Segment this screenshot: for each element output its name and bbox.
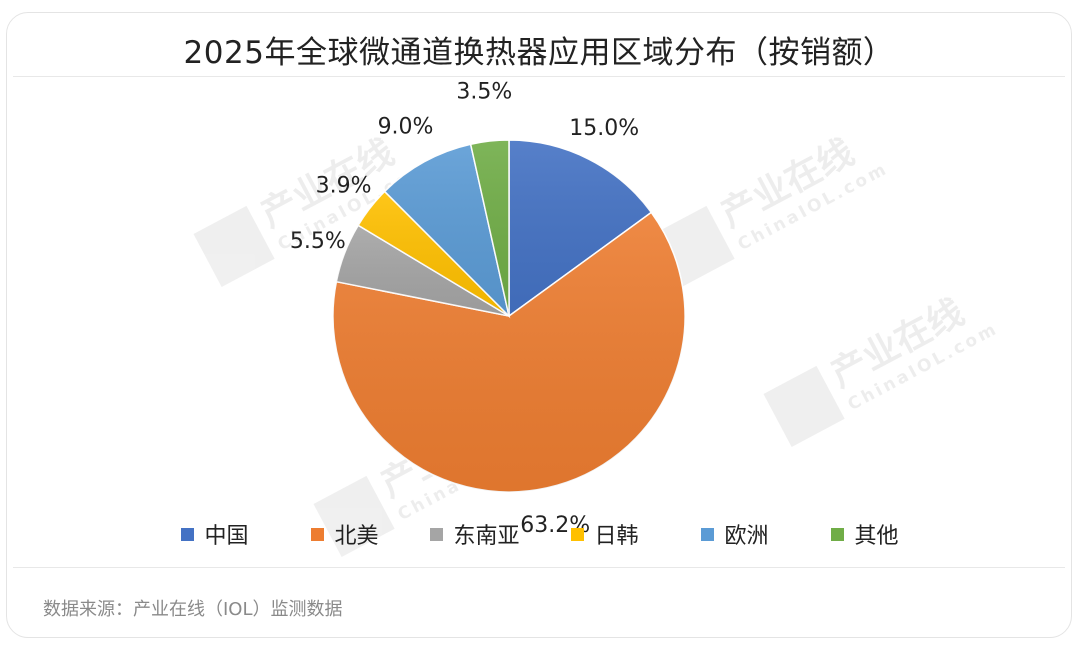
legend-swatch	[181, 527, 195, 541]
legend-label: 东南亚	[453, 524, 520, 549]
legend-label: 欧洲	[724, 524, 769, 549]
watermark-logo-icon	[313, 475, 395, 557]
legend-swatch	[571, 527, 585, 541]
legend-item: 日韩	[540, 518, 670, 550]
chart-title: 2025年全球微通道换热器应用区域分布（按销额）	[183, 35, 895, 71]
legend-swatch	[311, 527, 325, 541]
footer-divider	[13, 567, 1065, 568]
pie-slice-shade-6	[470, 140, 509, 316]
legend-label: 北美	[334, 524, 379, 549]
watermark-logo-icon	[763, 365, 845, 447]
title-divider	[13, 76, 1065, 77]
legend-label: 中国	[204, 524, 249, 549]
legend-item: 其他	[800, 518, 930, 550]
legend-swatch	[430, 527, 444, 541]
watermark-logo-icon	[193, 205, 275, 287]
legend-label: 其他	[854, 524, 899, 549]
legend-label: 日韩	[594, 524, 639, 549]
legend-item: 东南亚	[410, 518, 540, 550]
data-label-5: 9.0%	[378, 115, 434, 140]
pie-slice-shade-1	[509, 140, 652, 316]
pie-slices	[332, 139, 686, 493]
pie-slice-shade-5	[384, 144, 509, 316]
data-label-3: 5.5%	[290, 229, 346, 254]
pie-slice-shade-4	[358, 191, 509, 316]
chart-legend: 中国 北美 东南亚 日韩 欧洲 其他	[0, 518, 1080, 550]
pie-data-labels: 15.0%63.2%5.5%3.9%9.0%3.5%	[290, 79, 639, 538]
legend-item: 中国	[150, 518, 280, 550]
source-note: 数据来源：产业在线（IOL）监测数据	[43, 599, 343, 620]
pie-slice-shade-3	[336, 225, 509, 316]
legend-item: 北美	[280, 518, 410, 550]
data-label-6: 3.5%	[456, 79, 512, 104]
legend-swatch	[831, 527, 845, 541]
legend-swatch	[701, 527, 715, 541]
data-label-1: 15.0%	[569, 116, 639, 141]
legend-item: 欧洲	[670, 518, 800, 550]
pie-slice-shade-2	[333, 212, 685, 493]
data-label-4: 3.9%	[316, 174, 372, 199]
